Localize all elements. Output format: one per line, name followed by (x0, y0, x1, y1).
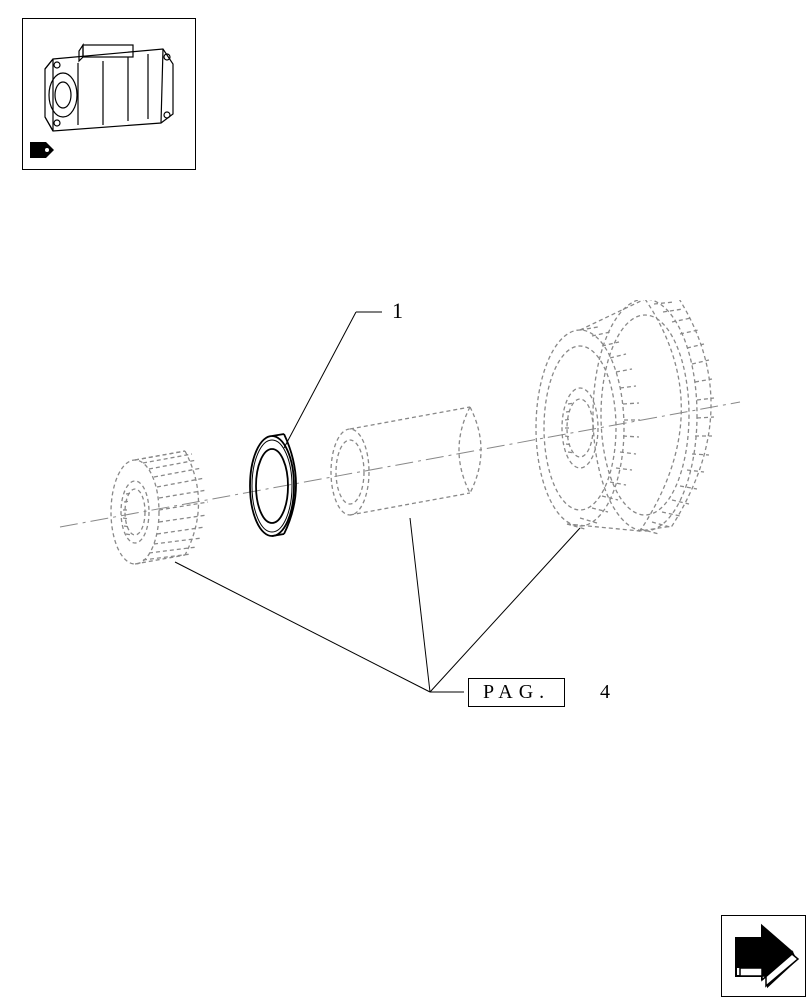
bookmark-tag-icon (28, 138, 60, 164)
page-reference-box: PAG. (468, 678, 565, 707)
callout-label-1: 1 (392, 298, 405, 324)
transmission-housing-icon (23, 19, 197, 149)
page-reference-number: 4 (600, 681, 610, 704)
footer-nav-box[interactable] (721, 915, 806, 997)
next-arrow-icon (722, 916, 807, 998)
exploded-assembly-diagram (40, 300, 770, 760)
